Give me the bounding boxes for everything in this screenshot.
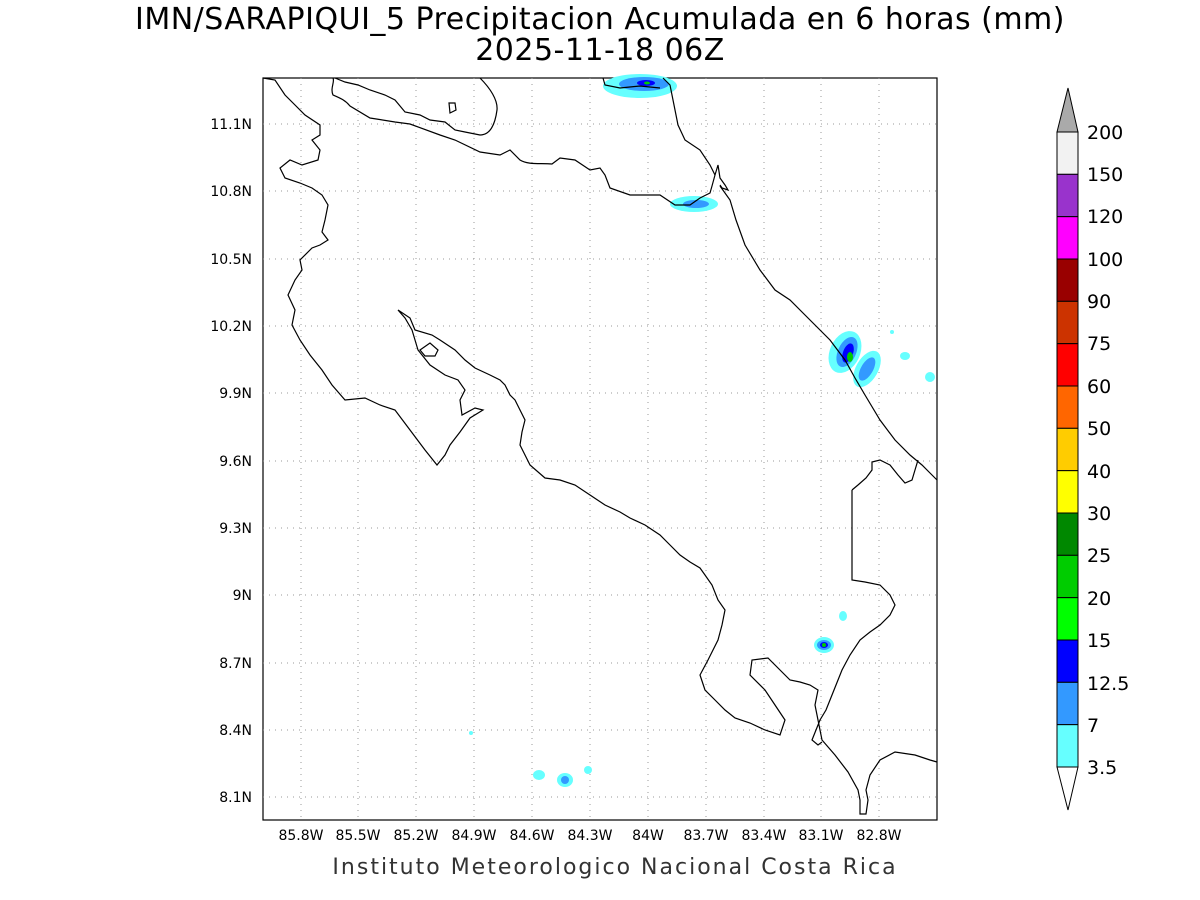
colorbar-bottom-arrow xyxy=(1056,766,1079,811)
colorbar-label: 15 xyxy=(1087,630,1111,652)
lat-label: 9.9N xyxy=(219,386,252,402)
lat-label: 10.8N xyxy=(210,184,252,200)
lon-label: 84.3W xyxy=(567,828,612,844)
map-subtitle: 2025-11-18 06Z xyxy=(475,33,725,68)
colorbar-label: 90 xyxy=(1087,291,1111,313)
colorbar-label: 200 xyxy=(1087,122,1123,144)
colorbar-cell xyxy=(1056,300,1079,345)
precip-cell xyxy=(469,731,473,735)
colorbar-cell xyxy=(1056,470,1079,514)
colorbar-cell xyxy=(1056,597,1079,641)
colorbar-cell xyxy=(1056,258,1079,302)
lat-label: 8.1N xyxy=(219,790,252,806)
precip-cell xyxy=(839,611,847,621)
lon-label: 84.9W xyxy=(451,828,496,844)
colorbar-cell xyxy=(1056,216,1079,260)
colorbar-label: 20 xyxy=(1087,588,1111,610)
colorbar-label: 120 xyxy=(1087,206,1123,228)
precip-cell xyxy=(533,770,545,780)
precip-cell xyxy=(890,330,894,334)
colorbar-label: 75 xyxy=(1087,333,1111,355)
colorbar-cell xyxy=(1056,385,1079,429)
colorbar-cell xyxy=(1056,681,1079,726)
colorbar-cell xyxy=(1056,173,1079,218)
footer-credit: Instituto Meteorologico Nacional Costa R… xyxy=(332,855,898,880)
colorbar-cell xyxy=(1056,554,1079,599)
lat-label: 9.3N xyxy=(219,521,252,537)
lon-label: 85.8W xyxy=(278,828,323,844)
colorbar-label: 30 xyxy=(1087,503,1111,525)
lat-label: 9.6N xyxy=(219,454,252,470)
colorbar-label: 100 xyxy=(1087,249,1123,271)
lon-label: 83.1W xyxy=(798,828,843,844)
lon-label: 84W xyxy=(632,828,664,844)
colorbar-cell xyxy=(1056,343,1079,387)
precip-cell xyxy=(557,773,573,787)
colorbar: 200 150 120 100 90 75 60 50 40 30 25 20 … xyxy=(1056,87,1129,811)
lat-label: 8.4N xyxy=(219,723,252,739)
map-gridlines xyxy=(263,78,937,820)
map-frame xyxy=(262,77,938,821)
colorbar-cell xyxy=(1056,724,1079,768)
precip-cell xyxy=(814,637,834,653)
colorbar-label: 25 xyxy=(1087,545,1111,567)
colorbar-label: 3.5 xyxy=(1087,757,1117,779)
precip-cell xyxy=(828,331,881,388)
map-title: IMN/SARAPIQUI_5 Precipitacion Acumulada … xyxy=(135,2,1065,37)
colorbar-label: 150 xyxy=(1087,164,1123,186)
colorbar-cell xyxy=(1056,512,1079,556)
colorbar-label: 60 xyxy=(1087,376,1111,398)
colorbar-label: 50 xyxy=(1087,418,1111,440)
coastlines xyxy=(262,77,938,815)
colorbar-label: 40 xyxy=(1087,461,1111,483)
lon-label: 83.7W xyxy=(683,828,728,844)
precip-cell xyxy=(925,372,935,382)
lat-axis: 11.1N 10.8N 10.5N 10.2N 9.9N 9.6N 9.3N 9… xyxy=(210,117,252,806)
colorbar-cell xyxy=(1056,131,1079,175)
lon-label: 82.8W xyxy=(856,828,901,844)
lon-axis: 85.8W 85.5W 85.2W 84.9W 84.6W 84.3W 84W … xyxy=(278,828,901,844)
lat-label: 8.7N xyxy=(219,656,252,672)
precip-cell xyxy=(584,766,592,774)
colorbar-cell xyxy=(1056,639,1079,683)
lon-label: 85.2W xyxy=(393,828,438,844)
precip-cell xyxy=(900,352,910,360)
lat-label: 10.2N xyxy=(210,319,252,335)
lat-label: 11.1N xyxy=(210,117,252,133)
lat-label: 9N xyxy=(233,588,252,604)
lon-label: 85.5W xyxy=(335,828,380,844)
lat-label: 10.5N xyxy=(210,252,252,268)
precip-cell xyxy=(670,196,718,212)
colorbar-cell xyxy=(1056,427,1079,472)
colorbar-label: 7 xyxy=(1087,715,1099,737)
colorbar-label: 12.5 xyxy=(1087,673,1129,695)
lon-label: 83.4W xyxy=(741,828,786,844)
colorbar-top-arrow xyxy=(1056,87,1079,133)
lon-label: 84.6W xyxy=(509,828,554,844)
